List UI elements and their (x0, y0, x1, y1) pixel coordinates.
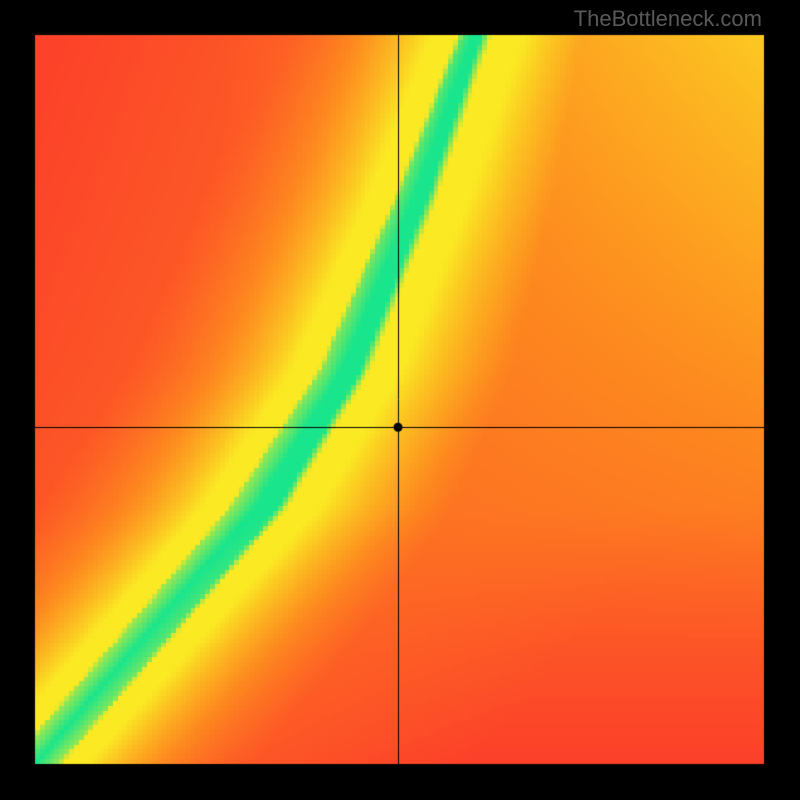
bottleneck-heatmap (0, 0, 800, 800)
watermark-label: TheBottleneck.com (574, 6, 762, 32)
